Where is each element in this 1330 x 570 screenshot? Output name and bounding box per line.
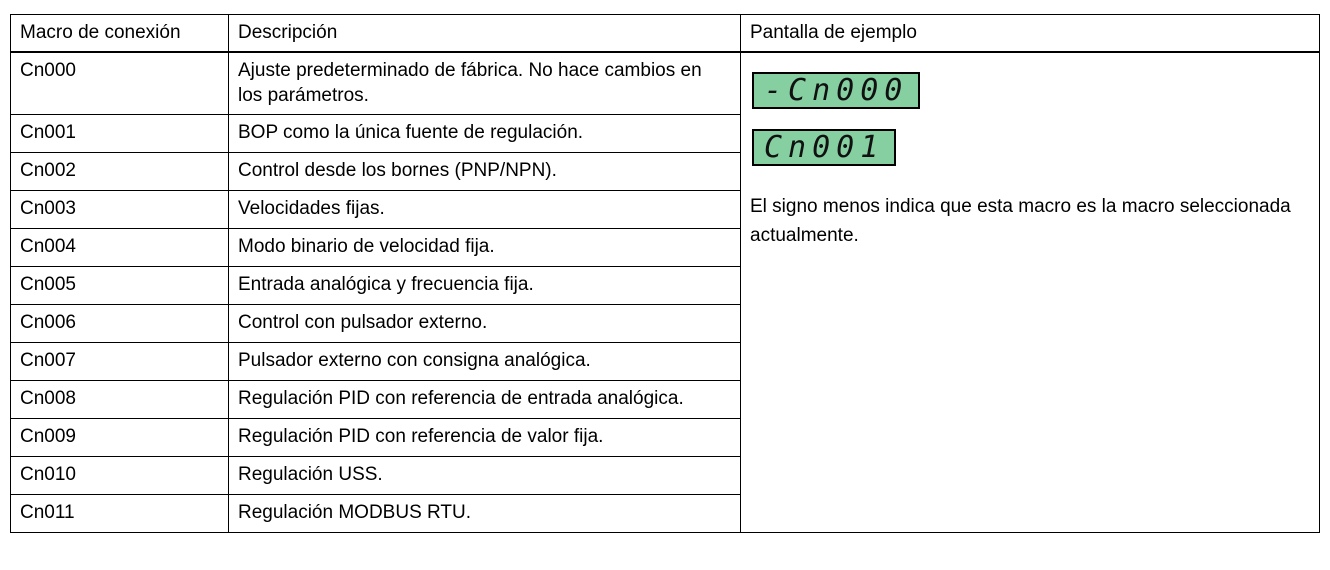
macro-description: Regulación MODBUS RTU. — [228, 494, 741, 533]
macro-description: Regulación PID con referencia de entrada… — [228, 380, 741, 419]
macro-code: Cn001 — [10, 114, 229, 153]
macro-description: Pulsador externo con consigna analógica. — [228, 342, 741, 381]
display-wrap: -Cn000 — [750, 58, 1310, 115]
macro-description: Regulación USS. — [228, 456, 741, 495]
macro-code: Cn005 — [10, 266, 229, 305]
macro-code: Cn000 — [10, 51, 229, 115]
macro-code: Cn004 — [10, 228, 229, 267]
lcd-display: Cn001 — [752, 129, 897, 166]
lcd-display: -Cn000 — [752, 72, 921, 109]
macro-description: Control desde los bornes (PNP/NPN). — [228, 152, 741, 191]
header-row: Macro de conexión Descripción Pantalla d… — [10, 14, 1320, 53]
macro-description: Velocidades fijas. — [228, 190, 741, 229]
table-row: Cn000 Ajuste predeterminado de fábrica. N… — [10, 51, 1320, 533]
table-row: Cn004 Modo binario de velocidad fija. — [10, 228, 1320, 267]
table-row: Cn005 Entrada analógica y frecuencia fija… — [10, 266, 1320, 305]
table-body: Cn000 Ajuste predeterminado de fábrica. N… — [10, 51, 1320, 533]
table-row: Cn001 BOP como la única fuente de regulac… — [10, 114, 1320, 153]
example-note: El signo menos indica que esta macro es … — [750, 196, 1291, 246]
macro-code: Cn007 — [10, 342, 229, 381]
macro-description: BOP como la única fuente de regulación. — [228, 114, 741, 153]
macro-code: Cn009 — [10, 418, 229, 457]
macro-description: Control con pulsador externo. — [228, 304, 741, 343]
macro-table: Macro de conexión Descripción Pantalla d… — [10, 14, 1320, 533]
macro-description: Ajuste predeterminado de fábrica. No hac… — [228, 51, 741, 115]
example-cell: -Cn000 Cn001 El signo menos indica que est… — [740, 51, 1320, 533]
table-row: Cn011 Regulación MODBUS RTU. — [10, 494, 1320, 533]
table-row: Cn006 Control con pulsador externo. — [10, 304, 1320, 343]
macro-code: Cn008 — [10, 380, 229, 419]
macro-code: Cn003 — [10, 190, 229, 229]
header-cell: Pantalla de ejemplo — [740, 14, 1320, 53]
macro-description: Entrada analógica y frecuencia fija. — [228, 266, 741, 305]
macro-description: Modo binario de velocidad fija. — [228, 228, 741, 267]
table-row: Cn007 Pulsador externo con consigna analó… — [10, 342, 1320, 381]
header-cell: Descripción — [228, 14, 741, 53]
macro-description: Regulación PID con referencia de valor f… — [228, 418, 741, 457]
display-wrap: Cn001 — [750, 115, 1310, 172]
macro-code: Cn002 — [10, 152, 229, 191]
table-row: Cn008 Regulación PID con referencia de en… — [10, 380, 1320, 419]
table-row: Cn002 Control desde los bornes (PNP/NPN). — [10, 152, 1320, 191]
table-row: Cn003 Velocidades fijas. — [10, 190, 1320, 229]
macro-code: Cn011 — [10, 494, 229, 533]
macro-code: Cn010 — [10, 456, 229, 495]
macro-code: Cn006 — [10, 304, 229, 343]
table-row: Cn010 Regulación USS. — [10, 456, 1320, 495]
header-cell: Macro de conexión — [10, 14, 229, 53]
